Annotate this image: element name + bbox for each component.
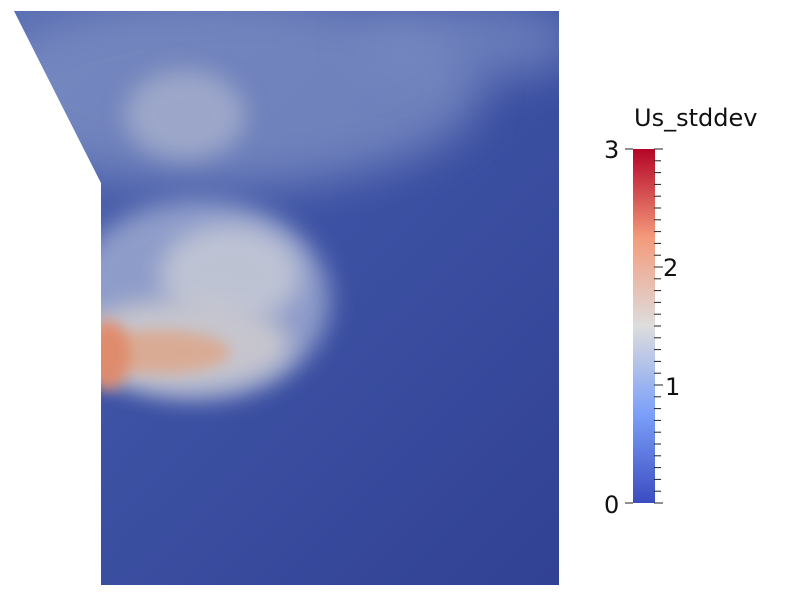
colorbar-ticks [625, 148, 663, 504]
colorbar-gradient [633, 149, 655, 503]
field-plot [14, 11, 559, 585]
colorbar-min-label: 0 [604, 491, 620, 519]
colorbar-title: Us_stddev [634, 104, 758, 132]
colorbar-label-1: 1 [665, 373, 681, 401]
colorbar [625, 148, 663, 504]
colorbar-max-label: 3 [604, 136, 620, 164]
colorbar-label-2: 2 [663, 254, 679, 282]
